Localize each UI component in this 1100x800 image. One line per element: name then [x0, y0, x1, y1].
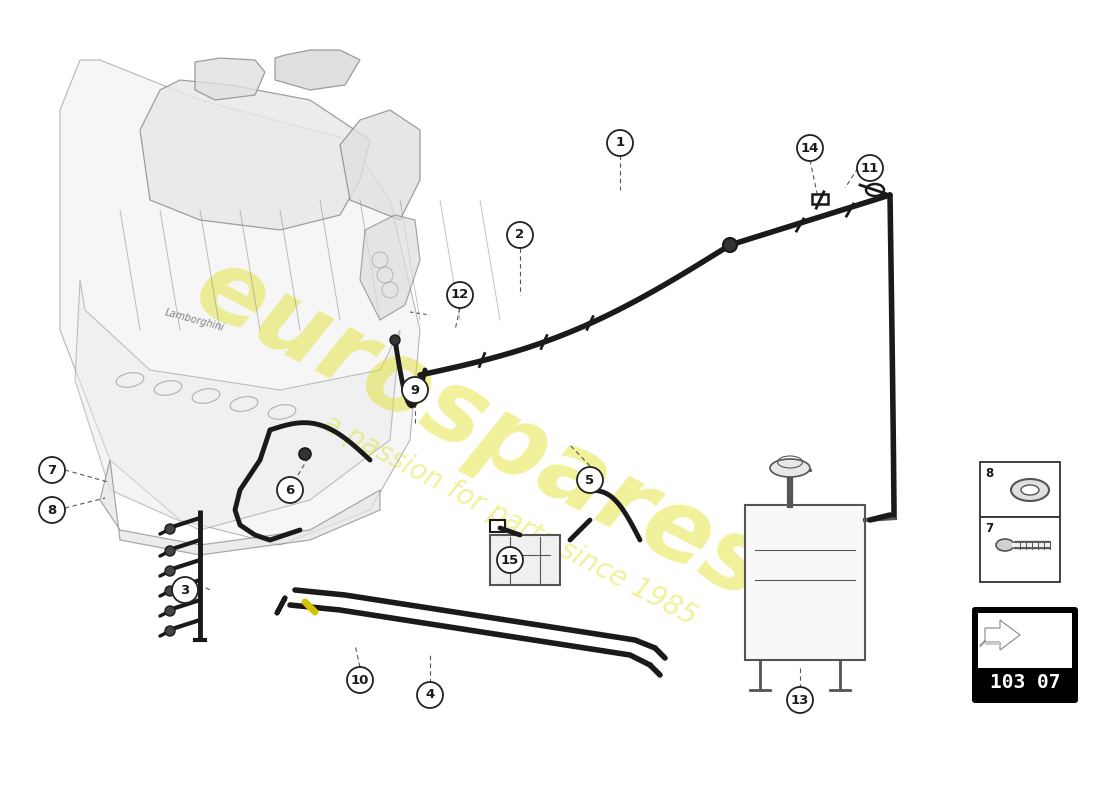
Text: 14: 14	[801, 142, 820, 154]
Text: 1: 1	[615, 137, 625, 150]
Circle shape	[507, 222, 534, 248]
Polygon shape	[100, 460, 380, 555]
Polygon shape	[984, 642, 1000, 645]
Circle shape	[402, 377, 428, 403]
Text: eurospares: eurospares	[178, 238, 782, 622]
Circle shape	[578, 467, 603, 493]
Circle shape	[165, 606, 175, 616]
Text: Lamborghini: Lamborghini	[164, 307, 226, 333]
Circle shape	[497, 547, 522, 573]
FancyBboxPatch shape	[972, 607, 1078, 703]
Circle shape	[299, 448, 311, 460]
Text: 8: 8	[984, 467, 993, 480]
Text: 6: 6	[285, 483, 295, 497]
Circle shape	[723, 238, 737, 252]
Text: 7: 7	[984, 522, 993, 535]
Polygon shape	[980, 640, 984, 647]
Bar	[490, 520, 505, 532]
Polygon shape	[360, 215, 420, 320]
Polygon shape	[340, 110, 420, 220]
Ellipse shape	[1021, 485, 1040, 495]
Ellipse shape	[996, 539, 1014, 551]
Polygon shape	[275, 50, 360, 90]
Circle shape	[417, 682, 443, 708]
Bar	[812, 194, 828, 204]
Ellipse shape	[770, 459, 810, 477]
Text: 15: 15	[500, 554, 519, 566]
Circle shape	[165, 586, 175, 596]
Text: a passion for parts since 1985: a passion for parts since 1985	[318, 409, 702, 631]
Circle shape	[172, 577, 198, 603]
Text: 11: 11	[861, 162, 879, 174]
Polygon shape	[75, 280, 400, 530]
Bar	[978, 613, 1072, 668]
Circle shape	[39, 497, 65, 523]
Circle shape	[39, 457, 65, 483]
Text: 9: 9	[410, 383, 419, 397]
Polygon shape	[984, 620, 1020, 650]
Circle shape	[165, 546, 175, 556]
Text: 3: 3	[180, 583, 189, 597]
Bar	[980, 517, 1060, 582]
Text: 7: 7	[47, 463, 56, 477]
FancyBboxPatch shape	[490, 535, 560, 585]
Text: 4: 4	[426, 689, 434, 702]
Text: 13: 13	[791, 694, 810, 706]
Circle shape	[857, 155, 883, 181]
Text: 10: 10	[351, 674, 370, 686]
Circle shape	[798, 135, 823, 161]
Ellipse shape	[1011, 479, 1049, 501]
Circle shape	[346, 667, 373, 693]
Polygon shape	[195, 58, 265, 100]
FancyBboxPatch shape	[745, 505, 865, 660]
Bar	[980, 462, 1060, 517]
Circle shape	[277, 477, 302, 503]
Circle shape	[165, 626, 175, 636]
Text: 103 07: 103 07	[990, 673, 1060, 691]
Circle shape	[447, 282, 473, 308]
Circle shape	[390, 335, 400, 345]
Text: 2: 2	[516, 229, 525, 242]
Text: 5: 5	[585, 474, 595, 486]
Circle shape	[786, 687, 813, 713]
Circle shape	[165, 566, 175, 576]
Text: 8: 8	[47, 503, 56, 517]
Polygon shape	[60, 60, 420, 545]
Circle shape	[165, 524, 175, 534]
Polygon shape	[140, 80, 370, 230]
Circle shape	[607, 130, 632, 156]
Text: 12: 12	[451, 289, 469, 302]
